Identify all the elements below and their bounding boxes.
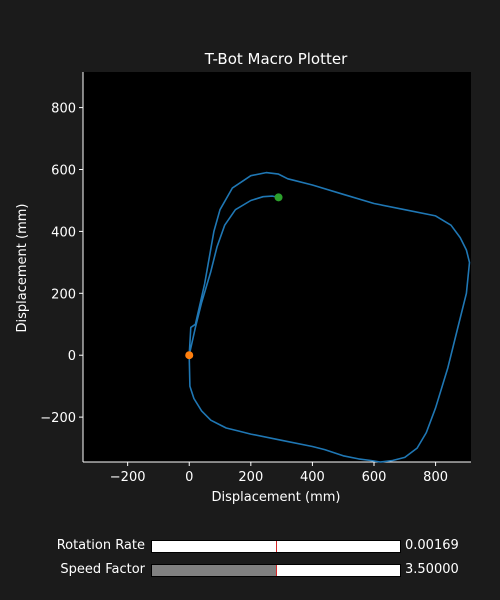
data-series [188,171,471,463]
speed-factor-slider[interactable]: Speed Factor 3.50000 [0,562,500,579]
axes: −200 0 200 400 600 800 −200 0 200 400 600 800 [40,72,471,485]
y-axis-label: Displacement (mm) [15,204,30,333]
x-tick-label: 200 [238,470,263,485]
rotation-rate-marker [276,541,277,552]
speed-factor-track[interactable] [151,564,401,577]
rotation-rate-label: Rotation Rate [56,538,145,553]
chart-title: T-Bot Macro Plotter [204,50,348,68]
trajectory-line [188,171,471,463]
rotation-rate-slider[interactable]: Rotation Rate 0.00169 [0,538,500,555]
plot-area [83,72,471,462]
x-tick-label: 400 [300,470,325,485]
x-tick-label: 0 [185,470,193,485]
y-tick-label: −200 [40,411,76,426]
y-tick-label: 0 [68,349,76,364]
position-marker [185,351,194,360]
plot-figure: T-Bot Macro Plotter −200 0 200 400 600 800−20… [15,50,471,505]
y-tick-label: 800 [51,102,76,117]
x-tick-label: 800 [423,470,448,485]
y-tick-label: 400 [51,225,76,240]
y-tick-label: 200 [51,287,76,302]
position-marker [274,193,283,202]
x-tick-label: −200 [110,470,146,485]
speed-factor-value: 3.50000 [405,562,459,577]
x-axis-label: Displacement (mm) [212,490,341,505]
y-tick-label: 600 [51,164,76,179]
rotation-rate-track[interactable] [151,540,401,553]
rotation-rate-value: 0.00169 [405,538,459,553]
speed-factor-fill [152,565,276,576]
speed-factor-marker [276,565,277,576]
data-markers [185,193,283,360]
x-tick-label: 600 [362,470,387,485]
speed-factor-label: Speed Factor [60,562,145,577]
